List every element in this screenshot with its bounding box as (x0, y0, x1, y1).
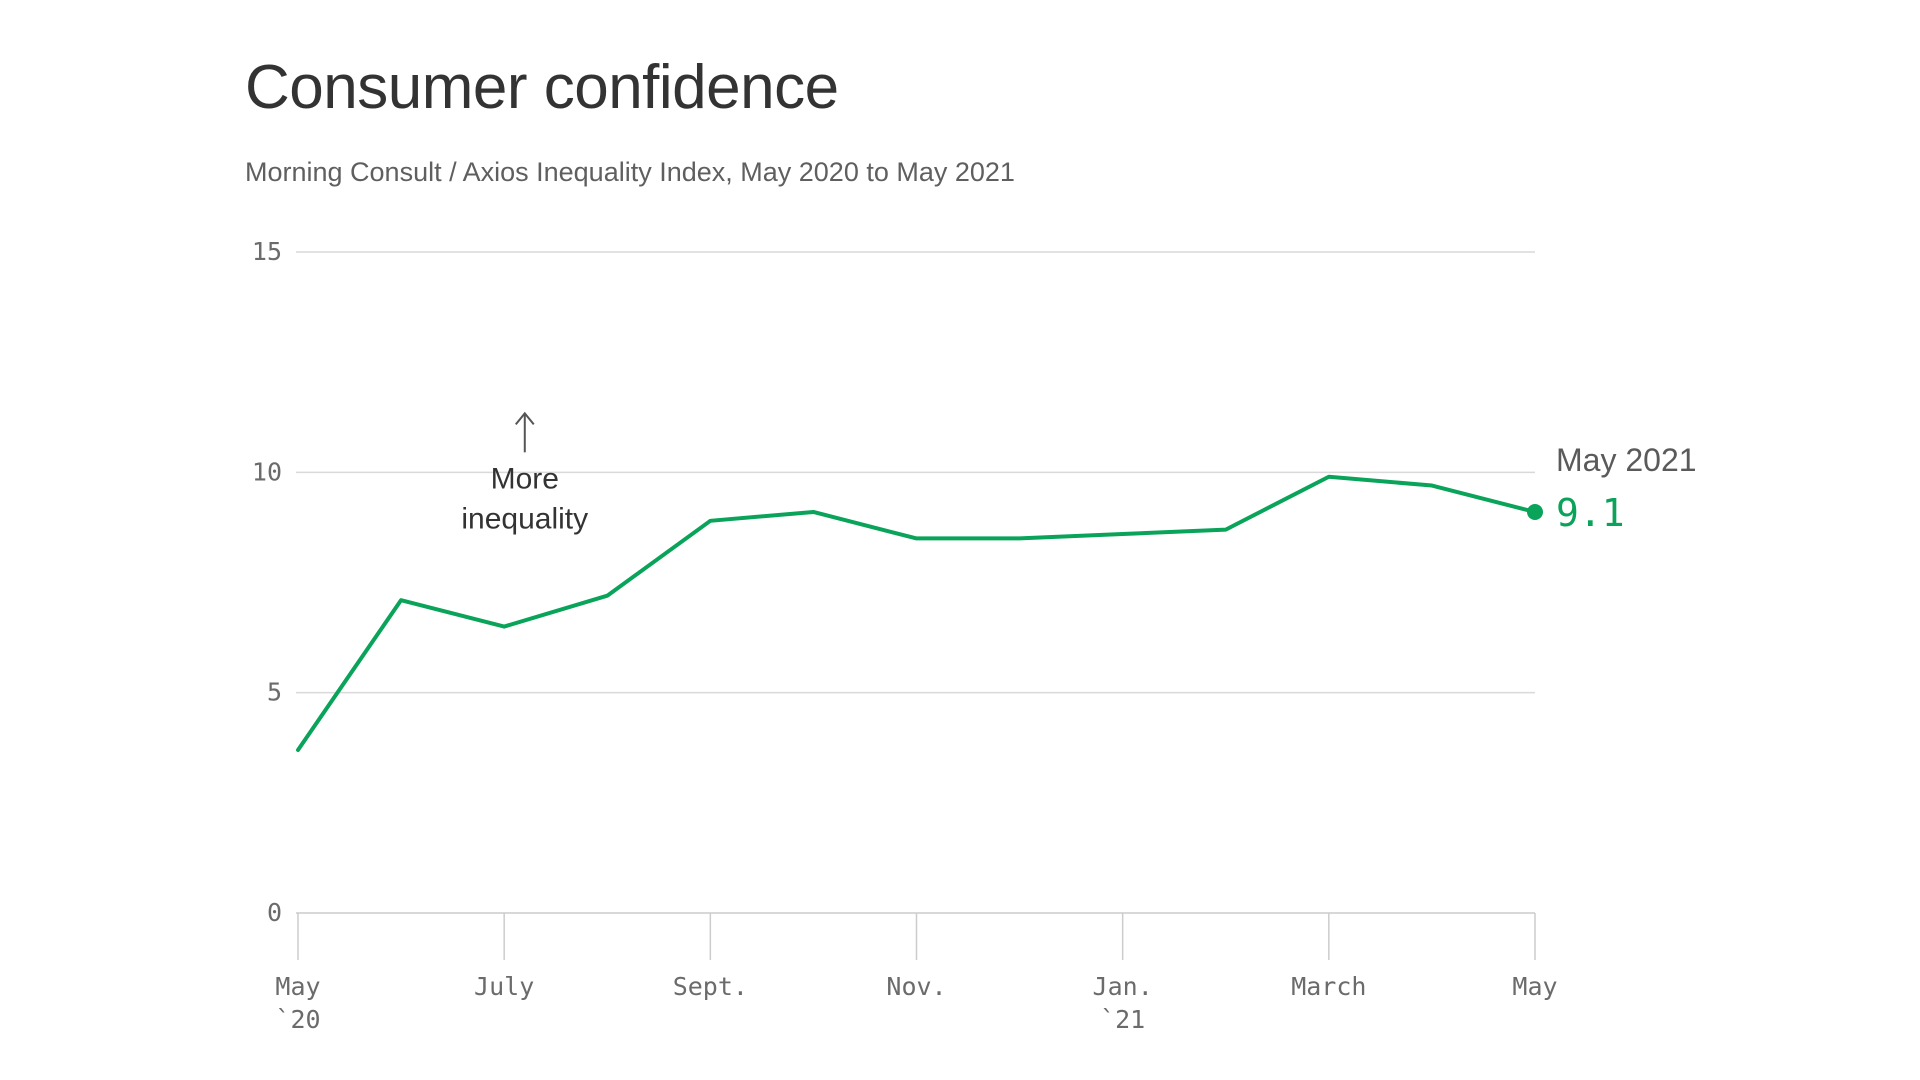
annotation-line2: inequality (461, 502, 588, 535)
x-tick-label: May (275, 972, 320, 1001)
chart-subtitle: Morning Consult / Axios Inequality Index… (245, 157, 1015, 187)
x-tick-label: May (1512, 972, 1557, 1001)
arrow-head (515, 411, 535, 425)
x-tick-sublabel: `20 (275, 1005, 320, 1034)
annotation: More inequality (461, 411, 588, 535)
y-tick-label: 10 (252, 457, 282, 486)
y-tick-label: 15 (252, 237, 282, 266)
x-axis: May `20 July Sept. Nov. Jan. `21 March May (275, 913, 1558, 1034)
end-label-group: May 2021 9.1 (1556, 442, 1697, 535)
x-tick-label: March (1291, 972, 1366, 1001)
y-axis: 0 5 10 15 (252, 237, 282, 927)
up-arrow-icon (515, 411, 535, 453)
x-tick-sublabel: `21 (1100, 1005, 1145, 1034)
chart-title: Consumer confidence (245, 53, 839, 122)
gridlines (296, 251, 1535, 914)
series (296, 474, 1543, 752)
end-label-value: 9.1 (1556, 491, 1625, 535)
annotation-line1: More (491, 462, 559, 495)
x-tick-label: Nov. (886, 972, 946, 1001)
end-label-date: May 2021 (1556, 442, 1697, 478)
x-tick-label: Jan. (1093, 972, 1153, 1001)
series-line (296, 474, 1537, 752)
x-tick-label: July (474, 972, 534, 1001)
x-tick-label: Sept. (673, 972, 748, 1001)
series-end-point (1527, 503, 1543, 520)
y-tick-label: 0 (267, 898, 282, 927)
y-tick-label: 5 (267, 678, 282, 707)
